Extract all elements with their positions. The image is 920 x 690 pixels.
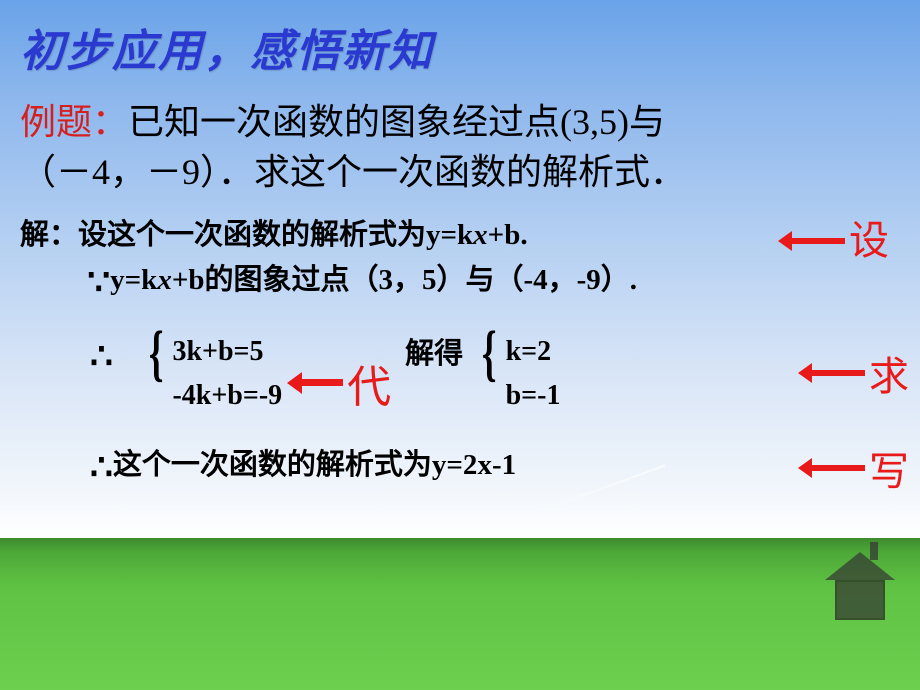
slide-content: 初步应用，感悟新知 例题：已知一次函数的图象经过点(3,5)与 （－4，－9）．… [0,0,920,690]
anno-qiu-text: 求 [869,344,909,402]
eq2: -4k+b=-9 [172,374,282,417]
anno-she: 设 [790,214,889,268]
sol2: b=-1 [506,374,561,417]
step1-prefix: 解： [20,219,78,251]
because-symbol: ∵ [87,264,110,300]
example-problem: 例题：已知一次函数的图象经过点(3,5)与 （－4，－9）．求这个一次函数的解析… [20,97,900,198]
anno-xie-text: 写 [869,439,909,497]
brace-left-1: { [149,336,164,373]
final-var: x [477,449,492,481]
step1-text: 设这个一次函数的解析式为y=k [78,219,473,251]
brace-left-2: { [482,336,497,373]
arrow-icon [810,465,865,471]
final-answer: ∴这个一次函数的解析式为y=2x-1 写 [20,441,900,485]
anno-dai-text: 代 [347,351,391,415]
final-a: 这个一次函数的解析式为y=2 [113,449,478,481]
arrow-icon [790,238,845,244]
step1-suffix: +b. [488,219,528,251]
therefore-symbol-1: ∴ [90,338,113,374]
solution-step2: ∵y=kx+b的图象过点（3，5）与（-4，-9）. [20,261,900,300]
sol1: k=2 [506,330,561,373]
solution-step1: 解：设这个一次函数的解析式为y=kx+b. 设 [20,216,900,255]
therefore-symbol-2: ∴ [90,449,113,485]
anno-xie: 写 [810,439,909,497]
slide-title: 初步应用，感悟新知 [20,15,900,79]
equation-system: 3k+b=5 -4k+b=-9 [172,330,282,417]
problem-line2: （－4，－9）．求这个一次函数的解析式． [20,152,686,192]
anno-she-text: 设 [849,214,889,268]
eq1: 3k+b=5 [172,330,282,373]
equation-row: ∴ { 3k+b=5 -4k+b=-9 代 解得 { k=2 b=-1 求 [20,330,900,417]
arrow-icon [810,370,865,376]
anno-qiu: 求 [810,344,909,402]
final-b: -1 [492,449,516,481]
problem-line1: 已知一次函数的图象经过点(3,5)与 [128,102,665,142]
solve-label: 解得 [405,330,463,374]
arrow-icon [301,379,343,386]
step1-var: x [473,219,488,251]
step2-a: y=k [110,264,157,296]
step2-b: +b的图象过点（3，5）与（-4，-9）. [172,264,637,296]
solution-system: k=2 b=-1 [506,330,561,417]
example-label: 例题： [20,102,128,142]
anno-dai: 代 [301,351,391,415]
step2-var: x [157,264,172,296]
